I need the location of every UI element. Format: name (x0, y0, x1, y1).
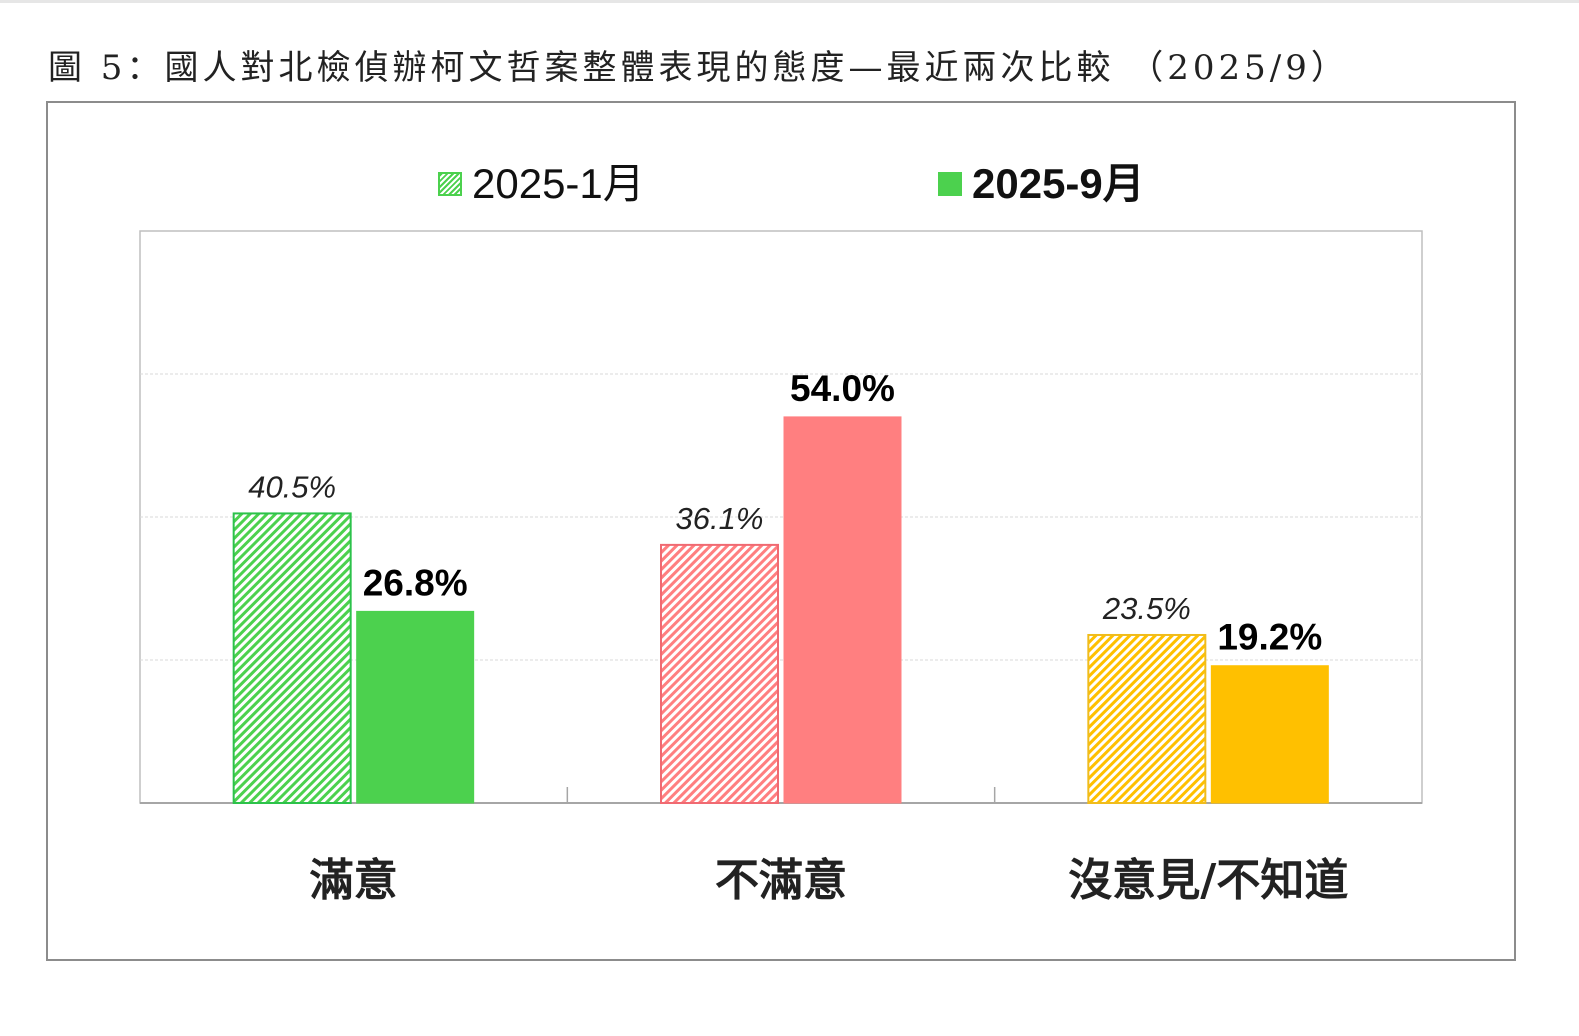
bar-2025-1 (660, 543, 779, 804)
data-label-2025-1: 36.1% (676, 501, 764, 536)
data-label-2025-9: 19.2% (1217, 617, 1322, 658)
figure-title: 圖 5：國人對北檢偵辦柯文哲案整體表現的態度—最近兩次比較 （2025/9） (48, 48, 1349, 88)
bar-2025-1 (1087, 633, 1207, 804)
bar-2025-9 (356, 610, 475, 804)
legend-swatch-hatched (438, 172, 462, 196)
data-label-2025-1: 40.5% (248, 469, 336, 504)
category-label: 滿意 (310, 855, 398, 906)
category-label: 沒意見/不知道 (1068, 855, 1348, 906)
bar-2025-1 (232, 512, 352, 804)
top-rule (0, 0, 1579, 3)
bar-2025-9 (783, 416, 902, 804)
data-label-2025-1: 23.5% (1102, 591, 1191, 626)
bar-chart: 40.5% 26.8% 滿意 36.1% 54.0% 不滿意 23.5% 19.2% 沒意見/不… (139, 230, 1423, 906)
legend: 2025-1月 2025-9月 (48, 103, 1518, 223)
data-label-2025-9: 54.0% (790, 368, 895, 409)
legend-item-2025-9: 2025-9月 (938, 161, 1145, 207)
legend-label-2025-1: 2025-1月 (472, 160, 645, 207)
data-label-2025-9: 26.8% (363, 562, 468, 603)
legend-swatch-solid (938, 172, 962, 196)
bar-2025-9 (1210, 665, 1329, 804)
legend-item-2025-1: 2025-1月 (438, 161, 645, 207)
legend-label-2025-9: 2025-9月 (972, 160, 1145, 207)
category-label: 不滿意 (715, 855, 847, 906)
chart-frame: 2025-1月 2025-9月 40.5% 26.8% 滿意 36.1% 54.0% 不滿… (46, 101, 1516, 961)
